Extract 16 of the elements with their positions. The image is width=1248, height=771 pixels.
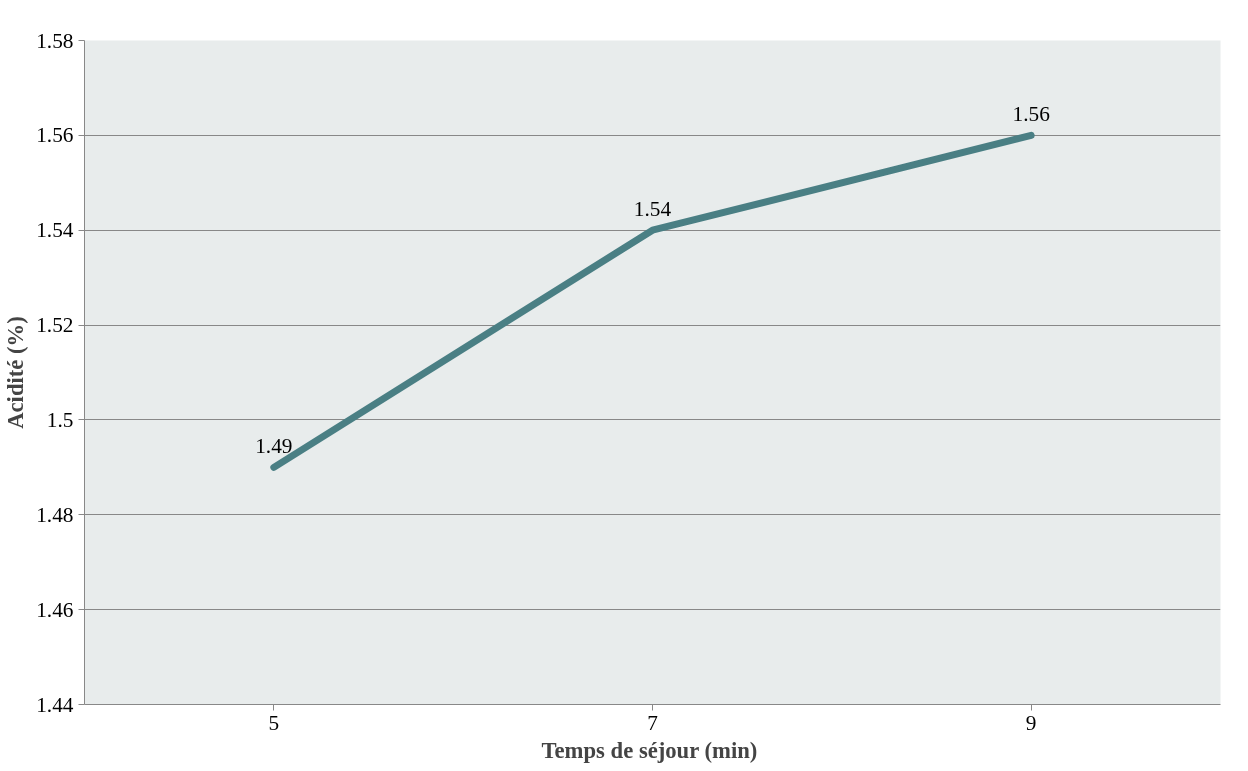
y-tick-label: 1.44	[36, 692, 74, 717]
data-label: 1.56	[1012, 102, 1051, 127]
y-tick-label: 1.54	[36, 218, 74, 243]
x-tick-label: 7	[647, 710, 659, 735]
y-tick-label: 1.58	[36, 28, 74, 53]
y-tick-label: 1.52	[36, 313, 74, 338]
y-tick-label: 1.56	[36, 123, 74, 148]
y-tick-label: 1.46	[36, 597, 74, 622]
x-tick-label: 9	[1025, 710, 1037, 735]
y-tick-label: 1.48	[36, 502, 74, 527]
x-axis-title: Temps de séjour (min)	[541, 737, 758, 763]
y-tick-label: 1.5	[46, 407, 74, 432]
data-label: 1.54	[633, 197, 672, 222]
y-axis-title: Acidité (%)	[3, 316, 29, 429]
data-label: 1.49	[255, 434, 293, 459]
x-tick-label: 5	[268, 710, 280, 735]
